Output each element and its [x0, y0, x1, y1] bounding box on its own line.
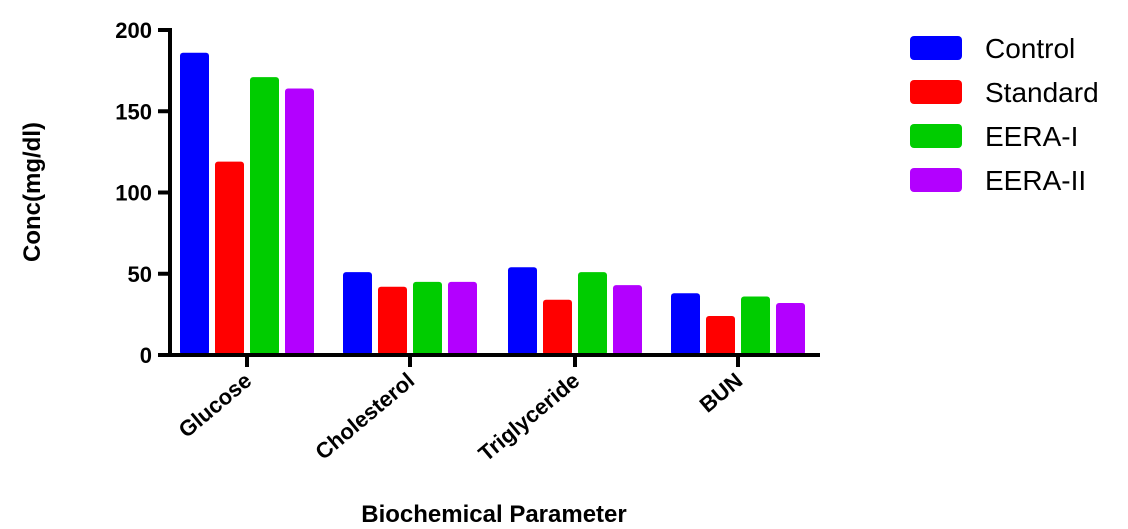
legend-swatch-standard [910, 80, 962, 104]
bar-bun-standard [706, 316, 735, 355]
bar-triglyceride-standard [543, 299, 572, 355]
x-tick-label-cholesterol: Cholesterol [310, 368, 419, 465]
legend-swatch-eera-i [910, 124, 962, 148]
bar-glucose-eera-ii [285, 88, 314, 355]
bar-cholesterol-control [343, 272, 372, 355]
bar-glucose-standard [215, 161, 244, 355]
bar-bun-eera-i [741, 296, 770, 355]
bar-cholesterol-eera-ii [448, 281, 477, 355]
y-ticks-group: 0 50 100 150 200 [115, 18, 170, 368]
bar-glucose-control [180, 52, 209, 355]
y-tick-label: 100 [115, 181, 152, 206]
legend-label-eera-ii: EERA-II [985, 165, 1086, 196]
legend-label-standard: Standard [985, 77, 1099, 108]
x-ticks-group: Glucose Cholesterol Triglyceride BUN [174, 355, 748, 467]
bar-bun-control [671, 293, 700, 355]
bars-group [180, 52, 805, 355]
bar-triglyceride-control [508, 267, 537, 355]
legend: Control Standard EERA-I EERA-II [910, 33, 1099, 196]
y-tick-label: 0 [140, 343, 152, 368]
y-axis-title: Conc(mg/dl) [19, 122, 46, 262]
x-tick-label-bun: BUN [695, 368, 748, 418]
bar-bun-eera-ii [776, 303, 805, 355]
x-tick-label-triglyceride: Triglyceride [474, 368, 585, 467]
bar-triglyceride-eera-ii [613, 285, 642, 355]
legend-swatch-control [910, 36, 962, 60]
legend-swatch-eera-ii [910, 168, 962, 192]
y-tick-label: 50 [128, 262, 152, 287]
x-tick-label-glucose: Glucose [174, 368, 257, 443]
legend-label-eera-i: EERA-I [985, 121, 1078, 152]
legend-label-control: Control [985, 33, 1075, 64]
y-tick-label: 200 [115, 18, 152, 43]
y-tick-label: 150 [115, 99, 152, 124]
x-axis-title: Biochemical Parameter [361, 501, 626, 528]
bar-glucose-eera-i [250, 77, 279, 355]
bar-triglyceride-eera-i [578, 272, 607, 355]
bar-cholesterol-eera-i [413, 281, 442, 355]
bar-cholesterol-standard [378, 286, 407, 355]
